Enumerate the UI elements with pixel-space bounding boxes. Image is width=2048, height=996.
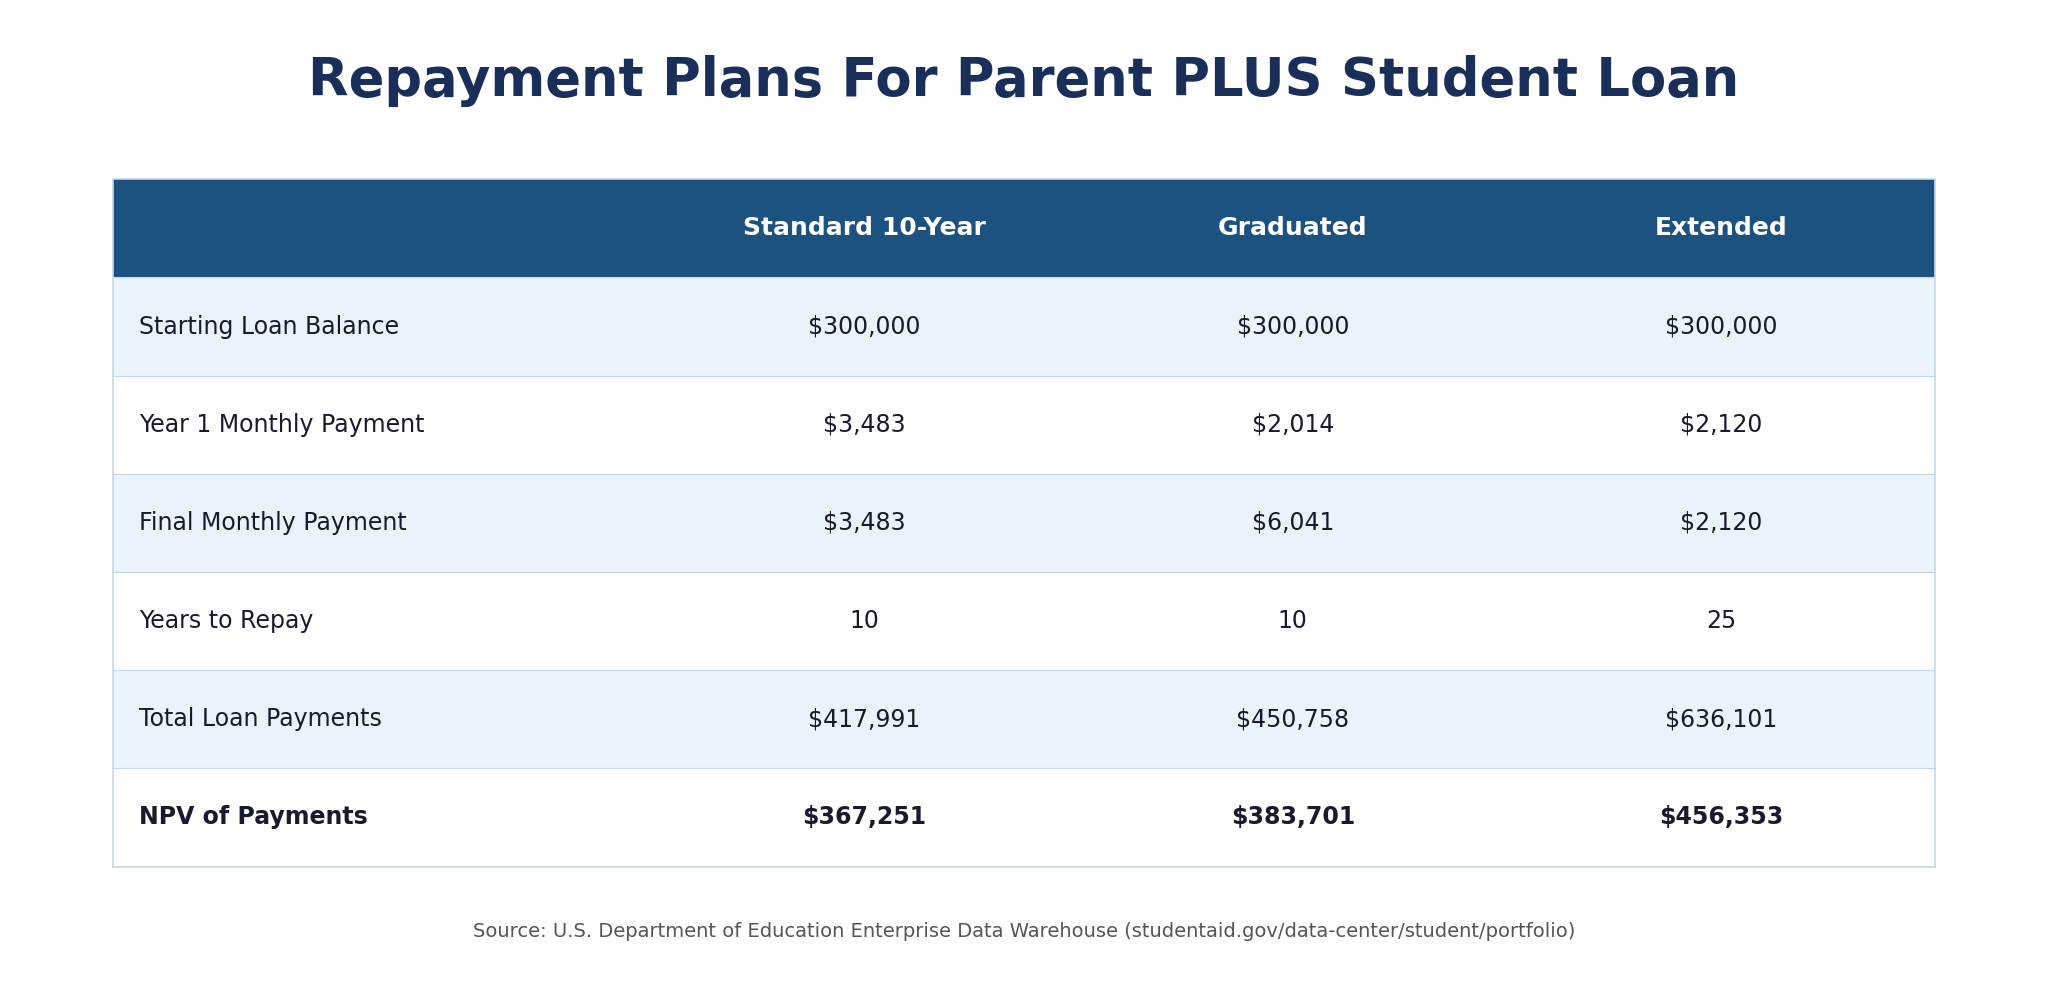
Text: $383,701: $383,701 [1231, 806, 1356, 830]
Text: $636,101: $636,101 [1665, 707, 1778, 731]
Text: Extended: Extended [1655, 216, 1788, 240]
Text: $2,120: $2,120 [1679, 511, 1763, 535]
Text: $2,014: $2,014 [1251, 412, 1333, 436]
Text: 10: 10 [850, 610, 879, 633]
Text: $3,483: $3,483 [823, 412, 905, 436]
Text: 25: 25 [1706, 610, 1737, 633]
Text: $3,483: $3,483 [823, 511, 905, 535]
Text: Standard 10-Year: Standard 10-Year [743, 216, 985, 240]
Text: Graduated: Graduated [1219, 216, 1368, 240]
Text: $6,041: $6,041 [1251, 511, 1333, 535]
Text: $367,251: $367,251 [803, 806, 926, 830]
Text: $2,120: $2,120 [1679, 412, 1763, 436]
Text: Year 1 Monthly Payment: Year 1 Monthly Payment [139, 412, 424, 436]
Text: Total Loan Payments: Total Loan Payments [139, 707, 383, 731]
Text: NPV of Payments: NPV of Payments [139, 806, 369, 830]
Text: $300,000: $300,000 [809, 315, 922, 339]
Text: Years to Repay: Years to Repay [139, 610, 313, 633]
Text: $300,000: $300,000 [1237, 315, 1350, 339]
Text: Source: U.S. Department of Education Enterprise Data Warehouse (studentaid.gov/d: Source: U.S. Department of Education Ent… [473, 922, 1575, 941]
Text: $417,991: $417,991 [809, 707, 922, 731]
Text: Repayment Plans For Parent PLUS Student Loan: Repayment Plans For Parent PLUS Student … [309, 55, 1739, 107]
Text: $300,000: $300,000 [1665, 315, 1778, 339]
Text: $450,758: $450,758 [1237, 707, 1350, 731]
Text: Starting Loan Balance: Starting Loan Balance [139, 315, 399, 339]
Text: 10: 10 [1278, 610, 1309, 633]
Text: Final Monthly Payment: Final Monthly Payment [139, 511, 408, 535]
Text: $456,353: $456,353 [1659, 806, 1784, 830]
